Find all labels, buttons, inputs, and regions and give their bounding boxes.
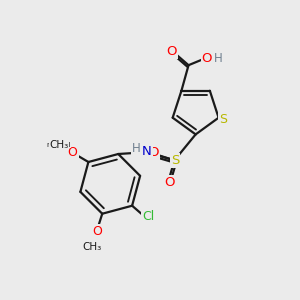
Text: O: O bbox=[148, 146, 158, 159]
Text: Cl: Cl bbox=[142, 210, 154, 223]
Text: O: O bbox=[92, 225, 102, 238]
Text: methyl: methyl bbox=[46, 142, 71, 148]
Text: O: O bbox=[202, 52, 212, 65]
Text: H: H bbox=[132, 142, 140, 155]
Text: O: O bbox=[164, 176, 175, 190]
Text: S: S bbox=[219, 113, 227, 126]
Text: CH₃: CH₃ bbox=[49, 140, 68, 149]
Text: O: O bbox=[68, 146, 78, 159]
Text: O: O bbox=[167, 45, 177, 58]
Text: H: H bbox=[214, 52, 223, 65]
Text: N: N bbox=[142, 145, 152, 158]
Text: CH₃: CH₃ bbox=[82, 242, 101, 252]
Text: S: S bbox=[171, 154, 179, 167]
